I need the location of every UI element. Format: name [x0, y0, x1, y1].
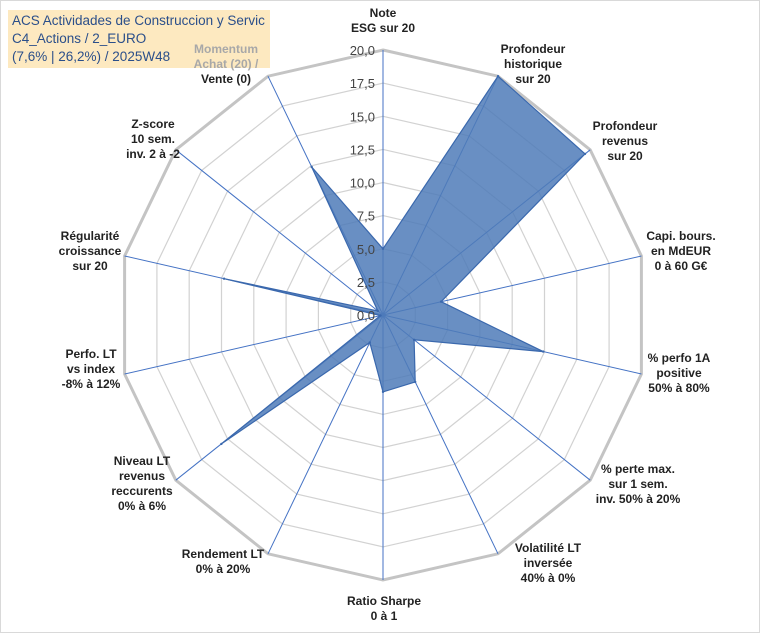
- axis-label-11: Perfo. LT vs index -8% à 12%: [62, 347, 121, 391]
- spoke-11: [124, 314, 384, 375]
- data-point-3: [583, 152, 587, 156]
- data-point-11: [379, 314, 382, 317]
- data-point-1: [381, 247, 385, 250]
- axis-label-1: Note ESG sur 20: [351, 6, 415, 35]
- axis-label-2: Profondeur historique sur 20: [501, 42, 566, 86]
- title-line-1: ACS Actividades de Construccion y Servic: [12, 13, 265, 28]
- data-point-6: [412, 338, 416, 341]
- axis-label-13: Z-score 10 sem. inv. 2 à -2: [126, 117, 180, 161]
- data-area: [221, 75, 586, 445]
- axis-label-14: Momentum Achat (20) / Vente (0): [194, 42, 259, 86]
- axis-label-8: Ratio Sharpe 0 à 1: [347, 594, 421, 623]
- title-line-2: C4_Actions / 2_EURO: [12, 31, 147, 46]
- data-point-14: [310, 165, 313, 169]
- data-point-4: [439, 300, 443, 303]
- data-point-2: [496, 75, 500, 78]
- tick-label: 12,5: [350, 142, 375, 157]
- title-line-3: (7,6% | 26,2%) / 2025W48: [12, 49, 171, 64]
- axis-label-4: Capi. bours. en MdEUR 0 à 60 G€: [646, 229, 715, 273]
- radar-series: [220, 75, 587, 446]
- axis-label-7: Volatilité LT inversée 40% à 0%: [515, 541, 582, 585]
- data-point-7: [414, 380, 417, 384]
- radar-axis-labels: Note ESG sur 20 Profondeur historique sur 20…: [59, 6, 716, 623]
- axis-label-3: Profondeur revenus sur 20: [593, 119, 658, 163]
- tick-label: 17,5: [350, 76, 375, 91]
- tick-label: 20,0: [350, 43, 375, 58]
- spoke-6: [382, 314, 591, 481]
- axis-label-12: Régularité croissance sur 20: [59, 229, 122, 273]
- tick-label: 10,0: [350, 176, 375, 191]
- tick-label: 15,0: [350, 109, 375, 124]
- data-point-12: [222, 277, 226, 280]
- data-point-10: [220, 442, 223, 446]
- tick-label: 0,0: [357, 308, 375, 323]
- axis-label-10: Niveau LT revenus reccurents 0% à 6%: [111, 454, 173, 513]
- data-point-9: [368, 341, 371, 344]
- spoke-13: [175, 149, 384, 316]
- axis-label-6: % perte max. sur 1 sem. inv. 50% à 20%: [596, 462, 681, 506]
- data-point-8: [381, 390, 385, 394]
- spoke-9: [267, 314, 384, 555]
- data-point-5: [542, 350, 545, 353]
- radar-tick-labels: 0,0 2,5 5,0 7,5 10,0 12,5 15,0 17,5 20,0: [350, 43, 375, 323]
- axis-label-9: Rendement LT 0% à 20%: [182, 547, 265, 576]
- tick-label: 5,0: [357, 242, 375, 257]
- tick-label: 7,5: [357, 209, 375, 224]
- axis-label-5: % perfo 1A positive 50% à 80%: [648, 351, 711, 395]
- data-point-13: [376, 309, 379, 313]
- chart-title-box: ACS Actividades de Construccion y Servic…: [8, 10, 270, 68]
- tick-label: 2,5: [357, 275, 375, 290]
